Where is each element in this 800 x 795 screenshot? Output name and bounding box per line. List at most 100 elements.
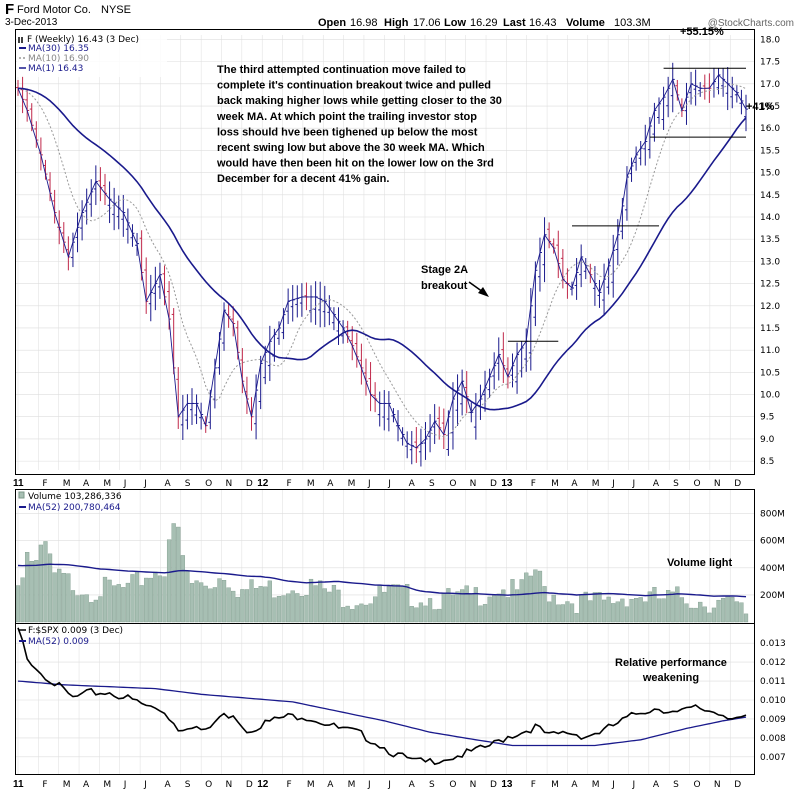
volume-bar [601,599,607,623]
time-axis-label: S [429,780,435,790]
volume-bar [514,589,520,623]
time-axis-label: S [185,780,191,790]
price-bar [716,68,721,95]
price-bar [556,230,561,279]
price-bar [194,394,199,425]
high-value: 17.06 [413,17,441,29]
volume-legend-title: Volume 103,286,336 [28,492,122,502]
time-axis-label: 12 [257,779,269,790]
price-bar [102,173,107,206]
volume-legend-icon [18,491,25,499]
time-axis-label: M [103,780,111,790]
rs-axis-tick-label: 0.012 [760,658,786,668]
price-bar [98,167,103,202]
rs-legend-title: F:$SPX 0.009 (3 Dec) [28,626,123,636]
time-axis-label: M [103,479,111,489]
volume-bar [679,597,685,623]
volume-bar [75,595,80,623]
volume-bar [290,590,295,623]
volume-bar [505,597,511,623]
price-bar [478,384,483,420]
volume-bar [551,594,556,623]
time-axis-label: N [470,479,477,489]
volume-bar [629,599,634,623]
last-label: Last [503,17,526,29]
volume-bar [331,585,337,623]
time-axis-label: M [63,479,71,489]
volume-bar [716,599,721,623]
commentary-line: week MA. At which point the trailing inv… [216,111,477,123]
price-bar [492,352,497,390]
volume-bar [528,575,533,623]
volume-bar [350,609,355,623]
volume-bar [240,589,245,623]
volume-bar [473,587,478,623]
volume-bar [556,604,561,623]
time-axis-label: J [143,780,147,790]
volume-bar [98,596,103,623]
volume-bar [144,577,149,623]
price-bar [547,222,552,249]
time-axis-label: A [653,780,660,790]
time-axis-label: 13 [501,478,513,489]
volume-bar [395,584,401,623]
volume-bar [542,586,547,623]
price-axis-tick-label: 14.0 [760,213,780,223]
volume-bar [286,593,291,623]
price-bar [574,258,579,300]
volume-bar [340,607,346,623]
price-bar [510,353,515,388]
volume-bar [647,591,652,623]
volume-bar [373,596,378,623]
price-bar [542,217,547,283]
volume-bar [299,596,304,623]
volume-bar [720,597,726,623]
volume-bar [354,605,359,623]
commentary-line: recent swing low but above the 30 week M… [217,142,485,154]
volume-value: 103.3M [614,17,651,29]
time-axis-label: A [327,780,334,790]
ma1-legend-label: MA(1) 16.43 [28,64,83,74]
volume-bar [322,588,327,623]
rs-annotation-line2: weakening [642,672,699,684]
price-axis-tick-label: 16.0 [760,124,780,134]
volume-bar [643,601,648,623]
price-panel-frame [15,29,755,475]
volume-bar [52,572,57,623]
price-bar [455,374,460,426]
volume-bar [368,603,373,623]
price-bar [693,69,698,106]
level-lines [507,67,746,342]
ma30-line [17,87,747,411]
volume-bar [180,555,185,623]
volume-bar [592,592,598,623]
price-bar [162,265,167,306]
time-axis-label: S [673,780,679,790]
volume-bar [675,586,680,623]
price-bar [368,362,373,412]
commentary-line: complete it's continuation breakout twic… [217,80,491,92]
time-axis-label: S [429,479,435,489]
price-bar [638,141,643,166]
price-bar [336,307,341,345]
ma1-line [17,74,747,449]
time-axis-label: D [246,780,253,790]
time-axis-label: F [531,479,536,489]
volume-bar [460,589,465,623]
volume-bar [318,580,323,623]
time-axis-label: J [367,479,371,489]
time-axis-label: N [714,780,721,790]
time-axis-label: J [143,479,147,489]
price-bar [112,187,117,231]
ticker-letter: F [5,1,14,18]
volume-bar [29,561,34,623]
volume-axis-tick-label: 400M [760,564,785,574]
volume-bar [89,602,94,623]
volume-bar [221,580,227,623]
time-axis-label: 11 [13,478,24,489]
rs-axis-tick-label: 0.008 [760,734,786,744]
volume-bar [633,598,639,623]
volume-axis-tick-label: 800M [760,510,785,520]
volume-bar [272,597,277,623]
volume-bar [455,591,460,623]
